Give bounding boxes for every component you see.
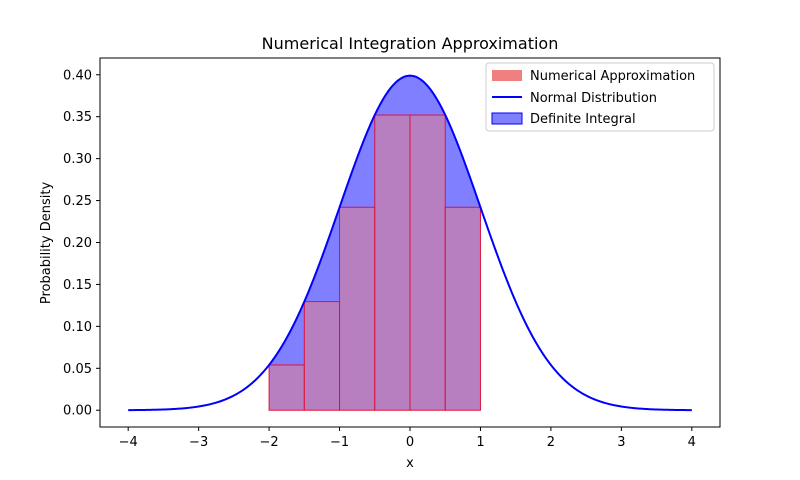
y-tick-label: 0.35 <box>63 110 92 125</box>
curve-layer <box>128 74 692 412</box>
x-tick-label: 0 <box>406 435 414 450</box>
y-tick-label: 0.10 <box>63 320 92 335</box>
x-tick-label: 1 <box>476 435 484 450</box>
legend-label-definite-integral: Definite Integral <box>530 112 636 127</box>
legend-box <box>485 62 715 132</box>
y-tick-label: 0.05 <box>63 362 92 377</box>
x-tick-label: −3 <box>189 435 208 450</box>
legend-label-normal-distribution: Normal Distribution <box>530 91 657 106</box>
y-tick-label: 0.15 <box>63 278 92 293</box>
x-tick-label: −2 <box>260 435 279 450</box>
approximation-bar <box>268 364 305 411</box>
legend-swatch-numerical-approximation <box>492 70 522 81</box>
y-tick-label: 0.20 <box>63 236 92 251</box>
x-axis-title: x <box>406 456 414 471</box>
x-tick-label: −1 <box>330 435 349 450</box>
x-tick-label: 4 <box>688 435 696 450</box>
x-tick-label: 3 <box>617 435 625 450</box>
approximation-bar <box>303 301 341 411</box>
approximation-bar <box>374 114 411 411</box>
x-axis: −4 −3 −2 −1 0 1 2 3 4 <box>119 427 696 450</box>
legend-swatch-definite-integral <box>491 112 523 125</box>
approximation-bar <box>339 206 376 411</box>
chart-title: Numerical Integration Approximation <box>262 34 559 53</box>
normal-distribution-line <box>128 74 692 412</box>
y-axis-title: Probability Density <box>39 182 54 305</box>
bars-layer <box>268 114 481 411</box>
approximation-bar <box>444 206 481 411</box>
y-axis: 0.00 0.05 0.10 0.15 0.20 0.25 0.30 0.35 0.40 <box>63 68 100 419</box>
y-tick-label: 0.00 <box>63 404 92 419</box>
x-tick-label: −4 <box>119 435 138 450</box>
y-tick-label: 0.40 <box>63 68 92 83</box>
legend: Numerical Approximation Normal Distribut… <box>485 62 715 132</box>
y-tick-label: 0.25 <box>63 194 92 209</box>
legend-label-numerical-approximation: Numerical Approximation <box>530 69 695 84</box>
y-tick-label: 0.30 <box>63 152 92 167</box>
approximation-bar <box>409 114 446 411</box>
plot-area <box>128 74 692 412</box>
x-tick-label: 2 <box>547 435 555 450</box>
